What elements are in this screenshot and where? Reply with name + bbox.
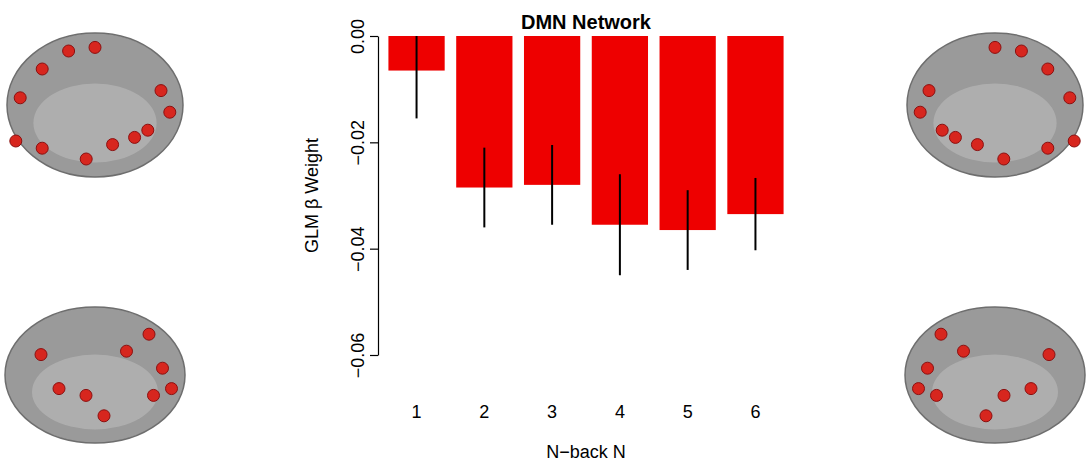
brain-node: [35, 349, 47, 361]
x-tick-label: 6: [750, 402, 760, 422]
brain-node: [89, 41, 101, 53]
brain-node: [922, 362, 934, 374]
x-tick-label: 2: [479, 402, 489, 422]
y-tick: −0.04: [348, 226, 378, 272]
x-axis: 1 2 3 4 5 6: [412, 402, 761, 422]
chart-title: DMN Network: [521, 11, 652, 33]
brain-shading: [933, 83, 1056, 162]
brain-node: [53, 383, 65, 395]
brain-illustration: [907, 33, 1083, 177]
brain-node: [913, 383, 925, 395]
y-axis: 0.00 −0.02 −0.04 −0.06: [348, 19, 379, 378]
brain-node: [949, 131, 961, 143]
error-bar: [551, 145, 553, 225]
brain-surface: [905, 307, 1085, 443]
y-tick: −0.06: [348, 333, 378, 379]
x-tick: 4: [615, 402, 625, 422]
chart: 0.00 −0.02 −0.04 −0.06 1 2 3 4 5 6 DMN Network N−ba…: [0, 0, 1091, 475]
brain-node: [164, 106, 176, 118]
brain-node: [998, 389, 1010, 401]
x-axis-title: N−back N: [546, 442, 626, 462]
brain-node: [1015, 45, 1027, 57]
y-axis-line: [378, 37, 379, 356]
brain-node: [1025, 383, 1037, 395]
brain-illustration: [5, 307, 185, 443]
brain-node: [14, 92, 26, 104]
error-bar: [483, 148, 485, 228]
brain-shading: [32, 355, 158, 430]
y-tick: −0.02: [348, 120, 378, 166]
y-tick-mark: [370, 142, 378, 143]
brain-node: [958, 345, 970, 357]
y-tick-mark: [370, 249, 378, 250]
brain-node: [143, 328, 155, 340]
brain-node: [155, 85, 167, 97]
x-tick-label: 3: [547, 402, 557, 422]
brain-node: [936, 124, 948, 136]
error-bar: [416, 36, 418, 118]
x-tick: 2: [479, 402, 489, 422]
brain-node: [10, 135, 22, 147]
x-tick: 6: [750, 402, 760, 422]
y-axis-title: GLM β Weight: [302, 138, 322, 253]
brain-node: [1042, 63, 1054, 75]
y-tick: 0.00: [348, 19, 378, 54]
brain-node: [971, 139, 983, 151]
brain-node: [931, 389, 943, 401]
brain-surface: [907, 33, 1083, 177]
x-tick-label: 4: [615, 402, 625, 422]
brain-node: [80, 389, 92, 401]
brain-node: [63, 45, 75, 57]
y-tick-label: −0.06: [348, 333, 368, 379]
brain-surface: [5, 307, 185, 443]
brain-illustration: [905, 307, 1085, 443]
x-tick-label: 1: [412, 402, 422, 422]
brain-node: [1042, 142, 1054, 154]
error-bar: [754, 178, 756, 250]
brain-node: [107, 139, 119, 151]
brain-node: [142, 124, 154, 136]
y-tick-label: 0.00: [348, 19, 368, 54]
brain-node: [923, 85, 935, 97]
brain-node: [36, 142, 48, 154]
brain-node: [1043, 349, 1055, 361]
brain-node: [36, 63, 48, 75]
error-bar: [687, 190, 689, 270]
brain-shading: [932, 355, 1058, 430]
brain-node: [121, 345, 133, 357]
brain-node: [980, 410, 992, 422]
y-tick-mark: [370, 355, 378, 356]
brain-node: [80, 153, 92, 165]
brain-node: [935, 328, 947, 340]
brain-node: [1064, 92, 1076, 104]
y-tick-label: −0.02: [348, 120, 368, 166]
brain-node: [148, 389, 160, 401]
brain-node: [914, 106, 926, 118]
y-tick-label: −0.04: [348, 226, 368, 272]
brain-illustration: [7, 33, 183, 177]
x-tick: 5: [683, 402, 693, 422]
brain-node: [998, 153, 1010, 165]
brain-node: [157, 362, 169, 374]
brain-node: [166, 383, 178, 395]
plot-area: [388, 36, 783, 275]
y-tick-mark: [370, 36, 378, 37]
brain-shading: [33, 83, 156, 162]
brain-surface: [7, 33, 183, 177]
brain-node: [98, 410, 110, 422]
error-bar: [619, 174, 621, 275]
brain-node: [989, 41, 1001, 53]
brain-node: [129, 131, 141, 143]
x-tick-label: 5: [683, 402, 693, 422]
x-tick: 3: [547, 402, 557, 422]
x-tick: 1: [412, 402, 422, 422]
brain-node: [1068, 135, 1080, 147]
